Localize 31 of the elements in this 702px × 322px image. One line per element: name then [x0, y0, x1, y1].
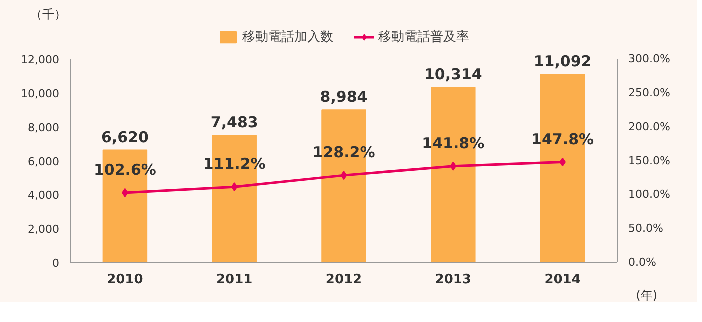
point	[450, 162, 457, 171]
x-tick-label: 2010	[107, 272, 144, 288]
y2-tick-label: 250.0%	[628, 86, 670, 100]
data-label: 7,483	[210, 114, 258, 132]
x-tick-label: 2011	[216, 272, 253, 288]
legend-label: 移動電話加入数	[242, 29, 334, 46]
y2-tick-label: 300.0%	[628, 52, 670, 66]
x-tick-label: 2012	[326, 272, 362, 288]
y2-tick-label: 0.0%	[628, 256, 656, 269]
legend-label: 移動電話普及率	[378, 28, 470, 46]
x-tick-label: 2013	[435, 272, 472, 288]
y-tick-label: 12,000	[21, 54, 60, 67]
y2-tick-label: 200.0%	[628, 120, 670, 134]
data-label: 6,620	[101, 128, 149, 146]
y2-tick-label: 150.0%	[628, 154, 670, 168]
y-tick-label: 10,000	[21, 87, 60, 100]
data-label: 8,984	[320, 88, 368, 106]
point	[340, 171, 348, 180]
y2-tick-label: 100.0%	[628, 188, 670, 202]
y-axis-title: （千）	[30, 8, 66, 22]
y-tick-label: 8,000	[28, 121, 60, 134]
data-label: 11,092	[534, 52, 592, 70]
y-tick-label: 6,000	[28, 155, 60, 168]
data-label: 10,314	[424, 66, 482, 84]
point	[231, 182, 238, 192]
x-axis-title: (年)	[636, 288, 658, 302]
y2-tick-label: 50.0%	[628, 222, 664, 236]
y-tick-label: 2,000	[28, 223, 60, 236]
y-tick-label: 4,000	[28, 189, 60, 202]
y-tick-label: 0	[52, 257, 60, 270]
x-tick-label: 2014	[544, 272, 581, 288]
